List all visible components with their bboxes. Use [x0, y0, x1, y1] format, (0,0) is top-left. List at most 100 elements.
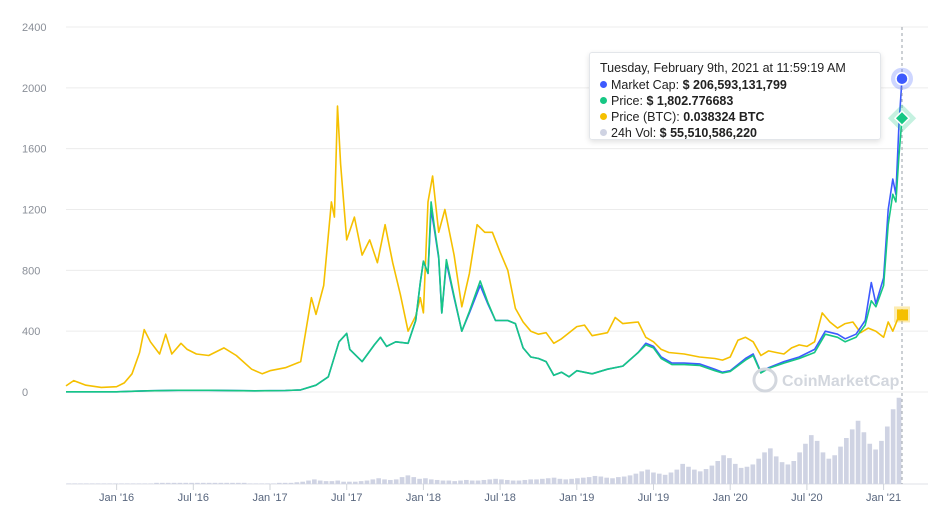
- volume-bar: [452, 481, 457, 484]
- volume-bar: [814, 440, 820, 484]
- volume-bar: [124, 483, 130, 484]
- volume-bar: [744, 466, 750, 484]
- volume-bar: [352, 481, 358, 484]
- volume-bar: [890, 409, 896, 484]
- volume-bar: [95, 483, 101, 484]
- y-tick-label: 0: [22, 387, 28, 399]
- volume-bar: [826, 458, 832, 484]
- y-tick-label: 400: [22, 326, 40, 338]
- volume-bar: [434, 479, 440, 484]
- volume-bar: [797, 452, 802, 484]
- volume-bar: [575, 478, 580, 484]
- volume-bar: [218, 482, 224, 484]
- volume-bar: [563, 479, 569, 484]
- volume-bar: [195, 482, 200, 484]
- volume-bar: [715, 461, 721, 484]
- tooltip-row-volume: 24h Vol: $ 55,510,586,220: [600, 125, 870, 141]
- volume-bar: [861, 432, 867, 484]
- price-btc-dot-icon: [600, 113, 607, 120]
- volume-bar: [697, 471, 703, 484]
- volume-bar: [417, 478, 422, 484]
- volume-bar: [487, 479, 493, 484]
- volume-bar: [750, 464, 756, 484]
- x-tick-label: Jul '16: [178, 492, 209, 504]
- volume-bar: [113, 483, 118, 484]
- volume-bar: [370, 479, 376, 484]
- volume-bar: [317, 480, 323, 484]
- volume-bar: [72, 483, 77, 484]
- volume-bar: [458, 480, 463, 484]
- volume-bar: [364, 480, 370, 484]
- volume-bar: [621, 476, 627, 484]
- x-tick-label: Jan '16: [99, 492, 134, 504]
- volume-bar: [791, 461, 797, 484]
- volume-bar: [271, 483, 276, 484]
- y-tick-label: 800: [22, 265, 40, 277]
- volume-bar: [779, 462, 785, 484]
- volume-bar: [668, 472, 674, 484]
- tooltip: Tuesday, February 9th, 2021 at 11:59:19 …: [589, 52, 881, 140]
- volume-bar: [282, 482, 288, 484]
- volume-bar: [838, 446, 843, 484]
- tooltip-row-price: Price: $ 1,802.776683: [600, 93, 870, 109]
- volume-bar: [855, 420, 861, 484]
- volume-bar: [727, 458, 732, 484]
- volume-bar: [341, 481, 346, 484]
- volume-bar: [604, 477, 609, 484]
- volume-bar: [580, 477, 586, 484]
- volume-bar: [101, 483, 107, 484]
- volume-bar: [212, 482, 218, 484]
- tooltip-title: Tuesday, February 9th, 2021 at 11:59:19 …: [600, 61, 846, 75]
- volume-bar: [732, 463, 738, 484]
- volume-bar: [78, 483, 83, 484]
- volume-bar: [534, 479, 539, 484]
- y-tick-label: 2400: [22, 22, 46, 34]
- volume-bar: [230, 482, 235, 484]
- x-tick-label: Jul '19: [638, 492, 669, 504]
- volume-bar: [569, 478, 574, 484]
- volume-bar: [329, 481, 335, 484]
- tooltip-label: Market Cap:: [611, 78, 680, 92]
- volume-bar: [627, 475, 633, 484]
- x-tick-label: Jan '21: [866, 492, 901, 504]
- volume-bar: [306, 480, 311, 484]
- watermark: CoinMarketCap: [752, 367, 900, 393]
- tooltip-value: 0.038324 BTC: [683, 110, 765, 124]
- volume-bar: [785, 464, 791, 484]
- volume-bar: [592, 475, 598, 484]
- volume-bar: [165, 482, 171, 484]
- volume-dot-icon: [600, 129, 607, 136]
- volume-bar: [656, 473, 662, 484]
- y-tick-label: 2000: [22, 83, 46, 95]
- volume-bar: [464, 479, 469, 484]
- market-cap-dot-icon: [600, 81, 607, 88]
- volume-bar: [142, 483, 148, 484]
- volume-bar: [616, 477, 621, 484]
- volume-bar: [662, 474, 668, 484]
- volume-bar: [551, 477, 557, 484]
- x-tick-label: Jul '20: [791, 492, 822, 504]
- price-btc-marker: [897, 309, 908, 321]
- volume-bar: [504, 479, 510, 484]
- y-axis: 0 400 800 1200 1600 2000 2400: [22, 22, 46, 399]
- volume-bar: [586, 477, 592, 484]
- volume-bar: [469, 480, 475, 484]
- volume-bar: [84, 483, 89, 484]
- volume-bar: [347, 481, 352, 484]
- coinmarketcap-logo-icon: [752, 367, 778, 393]
- volume-bar: [499, 479, 504, 484]
- volume-bar: [762, 452, 767, 484]
- volume-bar: [808, 435, 814, 484]
- volume-bar: [832, 455, 837, 484]
- volume-bar: [768, 448, 773, 484]
- volume-bar: [177, 482, 183, 484]
- volume-bar: [107, 483, 113, 484]
- x-tick-label: Jan '18: [406, 492, 441, 504]
- volume-bar: [253, 483, 259, 484]
- x-axis: Jan '16 Jul '16 Jan '17 Jul '17 Jan '18 Jul '…: [99, 484, 901, 504]
- tooltip-label: Price (BTC):: [611, 110, 680, 124]
- x-tick-label: Jul '18: [484, 492, 515, 504]
- volume-bar: [288, 482, 294, 484]
- volume-bar: [540, 478, 545, 484]
